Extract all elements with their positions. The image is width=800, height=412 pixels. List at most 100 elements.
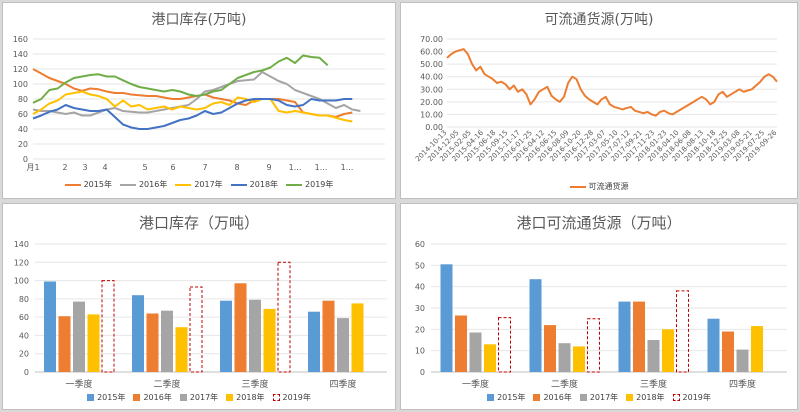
bar-2017年-一季度 [469,332,482,372]
y-tick-label: 120 [13,65,28,74]
legend-label: 2015年 [97,393,126,402]
y-tick-label: 60 [18,110,28,119]
legend-item: 2018年 [626,392,665,403]
legend-label: 2016年 [143,393,172,402]
x-tick-label: 5 [142,163,147,172]
port-inventory-line-panel: 港口库存(万吨) 0 20 40 60 80 100 120 140 160 月1 2 3 4 5 6 7 8 9… [2,2,396,199]
x-tick-label: 1... [315,163,328,172]
y-tick-label: 40.00 [420,73,443,82]
legend-item: 2017年 [179,392,218,403]
legend-item: 2016年 [533,392,572,403]
bar-2019年-三季度 [676,290,689,373]
legend-item: 2019年 [272,392,311,403]
legend-item: 2018年 [230,179,278,190]
y-tick-label: 40 [415,283,425,292]
y-tick-label: 160 [13,35,28,44]
port-inventory-bar-chart: 0 20 40 60 80 100 120 140 一季度 二季度 三季度 四季度 [14,240,387,390]
legend-item: 2017年 [175,179,223,190]
x-tick-label: 4 [102,163,107,172]
legend-label: 2015年 [497,393,526,402]
y-tick-label: 60 [415,240,425,249]
legend-swatch [286,183,303,186]
legend-item: 2016年 [133,392,172,403]
y-tick-label: 20 [415,325,425,334]
legend-label: 2017年 [589,393,619,402]
legend-item: 2019年 [672,392,711,403]
y-tick-label: 30.00 [420,85,443,94]
chart-title: 港口可流通货源（万吨） [516,214,682,232]
port-inventory-bar-panel: 港口库存（万吨） 0 20 40 60 80 100 120 140 一季度 二季度 三季度 四季度 … [2,203,396,410]
y-tick-label: 50 [415,261,425,270]
chart-legend: 2015年 2016年 2017年 2018年 2019年 [3,179,395,190]
bar-2016年-四季度 [322,300,335,372]
y-tick-label: 100 [14,277,29,286]
bar-2019年-二季度 [587,318,600,373]
port-supply-bar-panel: 港口可流通货源（万吨） 0 10 20 30 40 50 60 一季度 二季度 三季度 四季度 20… [400,203,798,410]
legend-swatch [179,394,187,401]
legend-item: 2015年 [87,392,125,403]
circulating-supply-line-panel: 可流通货源(万吨) 0.00 10.00 20.00 30.00 40.00 50.00 6… [400,2,798,199]
bar-2018年-一季度 [484,344,496,372]
legend-item: 可流通货源 [569,181,629,192]
legend-label: 2019年 [682,393,711,402]
y-tick-label: 0 [420,368,425,377]
legend-swatch [119,183,136,186]
x-tick-label: 8 [234,163,239,172]
legend-label: 2019年 [305,180,334,189]
legend-label: 可流通货源 [588,182,629,191]
legend-item: 2019年 [286,179,333,190]
legend-swatch [487,394,495,401]
bar-2018年-四季度 [751,326,763,372]
legend-swatch [64,183,81,186]
chart-legend: 可流通货源 [401,181,797,192]
bar-2018年-二季度 [175,327,188,372]
x-tick-label: 7 [202,163,207,172]
series-line-supply [446,48,778,117]
y-tick-label: 60 [19,313,29,322]
legend-label: 2018年 [236,393,265,402]
bar-2016年-三季度 [633,301,645,372]
bar-2019年-一季度 [498,317,511,373]
legend-label: 2016年 [543,393,572,402]
bar-2018年-一季度 [87,314,100,372]
legend-swatch [230,183,247,186]
chart-legend: 2015年 2016年 2017年 2018年 2019年 [3,392,395,403]
series-line-2018年 [32,98,353,130]
series-line-2016年 [32,71,361,117]
y-tick-label: 140 [13,50,28,59]
bar-2015年-一季度 [44,281,56,372]
legend-label: 2017年 [194,180,223,189]
bar-2016年-二季度 [544,325,556,372]
legend-item: 2015年 [64,179,112,190]
bar-2017年-四季度 [736,349,749,372]
bar-2017年-三季度 [647,340,660,372]
bar-2019年-三季度 [277,261,291,373]
legend-swatch [175,183,192,186]
bar-2016年-四季度 [722,331,734,372]
y-tick-label: 120 [14,258,29,267]
y-tick-label: 80 [18,95,28,104]
y-tick-label: 0 [23,155,28,164]
legend-swatch [533,394,541,401]
x-category-label: 四季度 [329,378,356,390]
bar-2016年-一季度 [455,315,467,372]
y-tick-label: 10 [415,347,425,356]
x-tick-label: 9 [266,163,271,172]
legend-item: 2016年 [119,179,168,190]
circulating-supply-line-chart: 0.0010.0020.0030.0040.0050.0060.0070.002… [414,35,779,163]
bar-2015年-三季度 [220,300,232,372]
x-tick-label: 1... [289,163,302,172]
legend-label: 2016年 [138,180,168,189]
y-tick-label: 40 [19,331,29,340]
y-tick-label: 80 [19,295,29,304]
bar-2018年-三季度 [662,329,674,372]
chart-legend: 2015年 2016年 2017年 2018年 2019年 [401,392,797,403]
y-tick-label: 70.00 [420,35,443,44]
bar-2015年-二季度 [529,279,542,372]
y-tick-label: 0.00 [425,123,443,132]
y-tick-label: 30 [415,304,425,313]
bar-2018年-二季度 [573,346,585,372]
bar-2017年-二季度 [161,310,173,372]
port-inventory-line-chart: 0 20 40 60 80 100 120 140 160 月1 2 3 4 5 6 7 8 9 1... 1... 1… [13,35,385,172]
series-line-2015年 [32,68,353,118]
